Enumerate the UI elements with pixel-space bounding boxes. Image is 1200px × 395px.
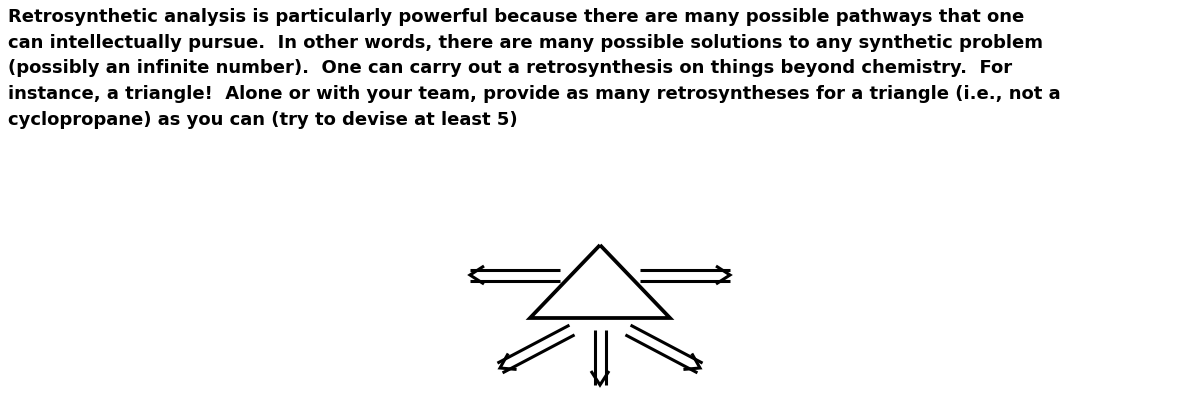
Text: Retrosynthetic analysis is particularly powerful because there are many possible: Retrosynthetic analysis is particularly … xyxy=(8,8,1061,129)
